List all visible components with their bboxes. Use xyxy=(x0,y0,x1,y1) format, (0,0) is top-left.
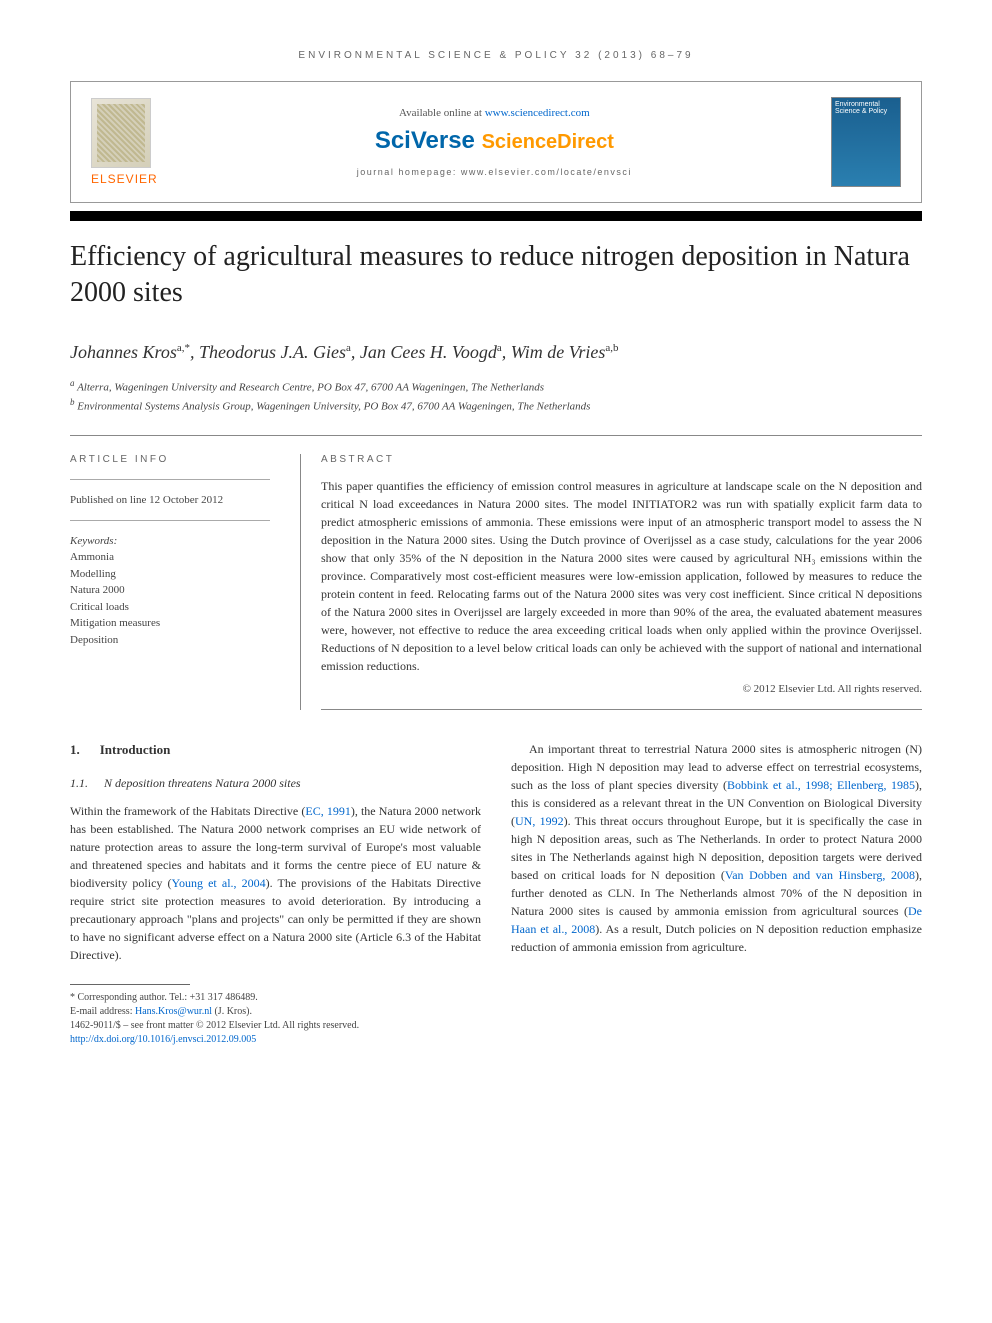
subsection-number: 1.1. xyxy=(70,774,88,792)
affiliation: b Environmental Systems Analysis Group, … xyxy=(70,396,922,415)
email-line: E-mail address: Hans.Kros@wur.nl (J. Kro… xyxy=(70,1005,481,1019)
affil-sup: b xyxy=(70,397,75,407)
email-suffix: (J. Kros). xyxy=(212,1006,252,1017)
journal-homepage: journal homepage: www.elsevier.com/locat… xyxy=(158,167,831,177)
sciverse-text: SciVerse xyxy=(375,127,482,154)
cover-title: Environmental Science & Policy xyxy=(835,101,887,115)
subsection-title: N deposition threatens Natura 2000 sites xyxy=(104,774,301,792)
divider xyxy=(321,709,922,710)
article-info-column: ARTICLE INFO Published on line 12 Octobe… xyxy=(70,454,270,710)
issn-line: 1462-9011/$ – see front matter © 2012 El… xyxy=(70,1019,481,1033)
email-label: E-mail address: xyxy=(70,1006,135,1017)
doi-line: http://dx.doi.org/10.1016/j.envsci.2012.… xyxy=(70,1033,481,1047)
subsection-heading: 1.1. N deposition threatens Natura 2000 … xyxy=(70,774,481,792)
elsevier-tree-icon xyxy=(91,98,151,168)
author-name: Wim de Vries xyxy=(511,342,606,362)
right-column: An important threat to terrestrial Natur… xyxy=(511,740,922,1047)
keyword: Ammonia xyxy=(70,549,270,566)
author-list: Johannes Krosa,*, Theodorus J.A. Giesa, … xyxy=(70,342,922,363)
running-head: ENVIRONMENTAL SCIENCE & POLICY 32 (2013)… xyxy=(70,50,922,61)
title-bar xyxy=(70,211,922,221)
affil-sup: a xyxy=(70,378,75,388)
body-paragraph: Within the framework of the Habitats Dir… xyxy=(70,802,481,964)
abstract-text: This paper quantifies the efficiency of … xyxy=(321,477,922,675)
affil-text: Alterra, Wageningen University and Resea… xyxy=(77,381,544,393)
sciencedirect-url-link[interactable]: www.sciencedirect.com xyxy=(485,107,590,119)
elsevier-label: ELSEVIER xyxy=(91,172,158,186)
author-name: Johannes Kros xyxy=(70,342,177,362)
keyword: Modelling xyxy=(70,566,270,583)
article-info-label: ARTICLE INFO xyxy=(70,454,270,465)
body-paragraph: An important threat to terrestrial Natur… xyxy=(511,740,922,956)
header-center: Available online at www.sciencedirect.co… xyxy=(158,107,831,177)
section-title: Introduction xyxy=(100,740,171,760)
citation-link[interactable]: Young et al., 2004 xyxy=(172,876,266,890)
section-number: 1. xyxy=(70,740,80,760)
citation-link[interactable]: UN, 1992 xyxy=(515,814,564,828)
abstract-column: ABSTRACT This paper quantifies the effic… xyxy=(300,454,922,710)
affil-text: Environmental Systems Analysis Group, Wa… xyxy=(77,401,590,413)
email-link[interactable]: Hans.Kros@wur.nl xyxy=(135,1006,212,1017)
divider xyxy=(70,520,270,521)
body-columns: 1. Introduction 1.1. N deposition threat… xyxy=(70,740,922,1047)
available-online: Available online at www.sciencedirect.co… xyxy=(158,107,831,119)
divider xyxy=(70,479,270,480)
keyword: Critical loads xyxy=(70,599,270,616)
author-name: Jan Cees H. Voogd xyxy=(360,342,497,362)
publisher-block: ELSEVIER xyxy=(91,98,158,186)
journal-cover-thumbnail: Environmental Science & Policy xyxy=(831,97,901,187)
author-name: Theodorus J.A. Gies xyxy=(199,342,346,362)
affiliations: a Alterra, Wageningen University and Res… xyxy=(70,377,922,415)
doi-link[interactable]: http://dx.doi.org/10.1016/j.envsci.2012.… xyxy=(70,1034,256,1045)
text-run: Within the framework of the Habitats Dir… xyxy=(70,804,305,818)
affiliation: a Alterra, Wageningen University and Res… xyxy=(70,377,922,396)
keywords-label: Keywords: xyxy=(70,535,270,547)
keyword: Deposition xyxy=(70,632,270,649)
footnote-rule xyxy=(70,984,190,985)
author-sup: a,b xyxy=(605,342,618,354)
keyword: Natura 2000 xyxy=(70,582,270,599)
corresponding-author: * Corresponding author. Tel.: +31 317 48… xyxy=(70,991,481,1005)
article-title: Efficiency of agricultural measures to r… xyxy=(70,239,922,312)
info-abstract-row: ARTICLE INFO Published on line 12 Octobe… xyxy=(70,435,922,710)
author-sup: a xyxy=(346,342,351,354)
footnotes: * Corresponding author. Tel.: +31 317 48… xyxy=(70,991,481,1047)
citation-link[interactable]: Van Dobben and van Hinsberg, 2008 xyxy=(725,868,915,882)
left-column: 1. Introduction 1.1. N deposition threat… xyxy=(70,740,481,1047)
page-container: ENVIRONMENTAL SCIENCE & POLICY 32 (2013)… xyxy=(0,0,992,1087)
publication-date: Published on line 12 October 2012 xyxy=(70,494,270,506)
journal-header: ELSEVIER Available online at www.science… xyxy=(70,81,922,203)
section-heading: 1. Introduction xyxy=(70,740,481,760)
sciencedirect-text: ScienceDirect xyxy=(482,131,614,153)
elsevier-logo-block: ELSEVIER xyxy=(91,98,158,186)
abstract-label: ABSTRACT xyxy=(321,454,922,465)
citation-link[interactable]: EC, 1991 xyxy=(305,804,350,818)
copyright-line: © 2012 Elsevier Ltd. All rights reserved… xyxy=(321,683,922,695)
sciverse-logo: SciVerse ScienceDirect xyxy=(158,127,831,155)
author-sup: a,* xyxy=(177,342,190,354)
author-sup: a xyxy=(497,342,502,354)
available-prefix: Available online at xyxy=(399,107,485,119)
keyword: Mitigation measures xyxy=(70,615,270,632)
citation-link[interactable]: Bobbink et al., 1998; Ellenberg, 1985 xyxy=(727,778,915,792)
